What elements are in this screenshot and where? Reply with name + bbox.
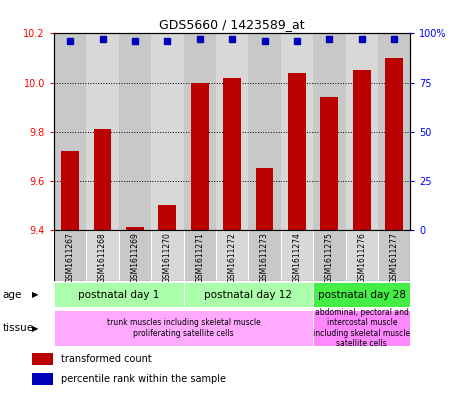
Bar: [61, 151, 79, 230]
Text: ▶: ▶: [32, 290, 38, 299]
Bar: [256, 169, 273, 230]
Text: postnatal day 1: postnatal day 1: [78, 290, 159, 299]
Bar: [249, 230, 281, 281]
Bar: [385, 58, 403, 230]
Bar: [54, 33, 86, 230]
Text: age: age: [2, 290, 22, 299]
Bar: [126, 228, 144, 230]
Bar: [151, 230, 183, 281]
Bar: [346, 33, 378, 230]
Bar: [313, 230, 346, 281]
Bar: [54, 310, 313, 346]
Bar: [281, 33, 313, 230]
Bar: [378, 230, 410, 281]
Text: GSM1611269: GSM1611269: [130, 232, 139, 283]
Bar: [378, 33, 410, 230]
Text: percentile rank within the sample: percentile rank within the sample: [61, 374, 227, 384]
Bar: [32, 353, 53, 365]
Text: GSM1611272: GSM1611272: [227, 232, 237, 283]
Text: GSM1611275: GSM1611275: [325, 232, 334, 283]
Bar: [54, 230, 86, 281]
Text: tissue: tissue: [2, 323, 33, 333]
Text: postnatal day 12: postnatal day 12: [204, 290, 292, 299]
Bar: [183, 282, 313, 307]
Bar: [281, 230, 313, 281]
Text: GSM1611276: GSM1611276: [357, 232, 366, 283]
Bar: [191, 83, 209, 230]
Bar: [346, 230, 378, 281]
Text: GSM1611277: GSM1611277: [390, 232, 399, 283]
Bar: [313, 310, 410, 346]
Text: GSM1611268: GSM1611268: [98, 232, 107, 283]
Bar: [216, 33, 249, 230]
Bar: [183, 33, 216, 230]
Bar: [216, 230, 249, 281]
Text: GSM1611267: GSM1611267: [66, 232, 75, 283]
Bar: [119, 33, 151, 230]
Text: trunk muscles including skeletal muscle
proliferating satellite cells: trunk muscles including skeletal muscle …: [106, 318, 260, 338]
Bar: [183, 230, 216, 281]
Text: GSM1611273: GSM1611273: [260, 232, 269, 283]
Bar: [313, 33, 346, 230]
Text: GSM1611271: GSM1611271: [195, 232, 204, 283]
Bar: [249, 33, 281, 230]
Text: transformed count: transformed count: [61, 354, 152, 364]
Bar: [86, 33, 119, 230]
Bar: [94, 129, 112, 230]
Bar: [151, 33, 183, 230]
Bar: [159, 206, 176, 230]
Bar: [119, 230, 151, 281]
Bar: [54, 282, 183, 307]
Text: GSM1611274: GSM1611274: [293, 232, 302, 283]
Text: postnatal day 28: postnatal day 28: [318, 290, 406, 299]
Text: GSM1611270: GSM1611270: [163, 232, 172, 283]
Bar: [86, 230, 119, 281]
Bar: [223, 78, 241, 230]
Text: ▶: ▶: [32, 324, 38, 332]
Bar: [313, 282, 410, 307]
Bar: [32, 373, 53, 385]
Bar: [288, 73, 306, 230]
Title: GDS5660 / 1423589_at: GDS5660 / 1423589_at: [159, 18, 305, 31]
Text: abdominal, pectoral and
intercostal muscle
including skeletal muscle
satellite c: abdominal, pectoral and intercostal musc…: [313, 308, 410, 348]
Bar: [353, 70, 371, 230]
Bar: [320, 97, 338, 230]
